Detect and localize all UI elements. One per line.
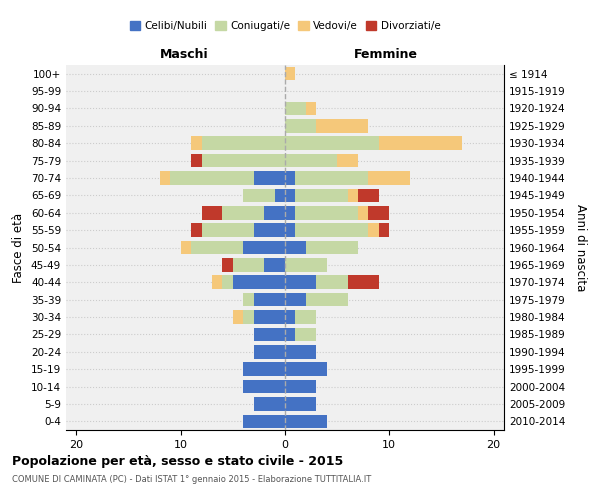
Bar: [358, 206, 368, 220]
Bar: [285, 345, 316, 358]
Bar: [243, 240, 285, 254]
Bar: [191, 224, 202, 237]
Bar: [170, 171, 254, 185]
Bar: [295, 206, 358, 220]
Bar: [223, 206, 264, 220]
Bar: [202, 154, 285, 168]
Bar: [243, 362, 285, 376]
Bar: [379, 224, 389, 237]
Bar: [285, 414, 327, 428]
Bar: [202, 206, 223, 220]
Y-axis label: Anni di nascita: Anni di nascita: [574, 204, 587, 291]
Bar: [358, 188, 379, 202]
Bar: [306, 102, 316, 115]
Bar: [254, 345, 285, 358]
Bar: [306, 240, 358, 254]
Bar: [368, 206, 389, 220]
Bar: [285, 188, 295, 202]
Bar: [295, 310, 316, 324]
Bar: [306, 293, 347, 306]
Bar: [295, 171, 368, 185]
Bar: [243, 380, 285, 394]
Bar: [285, 293, 306, 306]
Bar: [254, 171, 285, 185]
Bar: [202, 136, 285, 150]
Bar: [254, 328, 285, 341]
Bar: [379, 136, 462, 150]
Bar: [285, 102, 306, 115]
Bar: [316, 276, 347, 289]
Bar: [233, 310, 243, 324]
Bar: [264, 258, 285, 272]
Bar: [191, 240, 243, 254]
Bar: [368, 171, 410, 185]
Legend: Celibi/Nubili, Coniugati/e, Vedovi/e, Divorziati/e: Celibi/Nubili, Coniugati/e, Vedovi/e, Di…: [128, 19, 442, 34]
Bar: [243, 188, 275, 202]
Text: Maschi: Maschi: [160, 48, 209, 62]
Bar: [316, 119, 368, 132]
Bar: [285, 397, 316, 410]
Bar: [285, 380, 316, 394]
Bar: [285, 240, 306, 254]
Bar: [337, 154, 358, 168]
Bar: [212, 276, 223, 289]
Bar: [191, 154, 202, 168]
Bar: [295, 188, 347, 202]
Bar: [285, 310, 295, 324]
Bar: [285, 119, 316, 132]
Bar: [264, 206, 285, 220]
Bar: [285, 206, 295, 220]
Bar: [243, 293, 254, 306]
Bar: [254, 293, 285, 306]
Bar: [254, 310, 285, 324]
Bar: [368, 224, 379, 237]
Bar: [181, 240, 191, 254]
Bar: [347, 276, 379, 289]
Bar: [233, 258, 264, 272]
Bar: [295, 328, 316, 341]
Bar: [202, 224, 254, 237]
Bar: [285, 328, 295, 341]
Bar: [275, 188, 285, 202]
Bar: [285, 171, 295, 185]
Bar: [254, 397, 285, 410]
Bar: [285, 154, 337, 168]
Bar: [347, 188, 358, 202]
Bar: [223, 258, 233, 272]
Bar: [285, 362, 327, 376]
Y-axis label: Fasce di età: Fasce di età: [13, 212, 25, 282]
Bar: [243, 414, 285, 428]
Bar: [285, 258, 327, 272]
Bar: [223, 276, 233, 289]
Bar: [254, 224, 285, 237]
Bar: [160, 171, 170, 185]
Bar: [285, 276, 316, 289]
Text: COMUNE DI CAMINATA (PC) - Dati ISTAT 1° gennaio 2015 - Elaborazione TUTTITALIA.I: COMUNE DI CAMINATA (PC) - Dati ISTAT 1° …: [12, 475, 371, 484]
Bar: [285, 67, 295, 80]
Bar: [295, 224, 368, 237]
Bar: [233, 276, 285, 289]
Bar: [243, 310, 254, 324]
Bar: [285, 224, 295, 237]
Bar: [285, 136, 379, 150]
Text: Femmine: Femmine: [354, 48, 418, 62]
Text: Popolazione per età, sesso e stato civile - 2015: Popolazione per età, sesso e stato civil…: [12, 455, 343, 468]
Bar: [191, 136, 202, 150]
